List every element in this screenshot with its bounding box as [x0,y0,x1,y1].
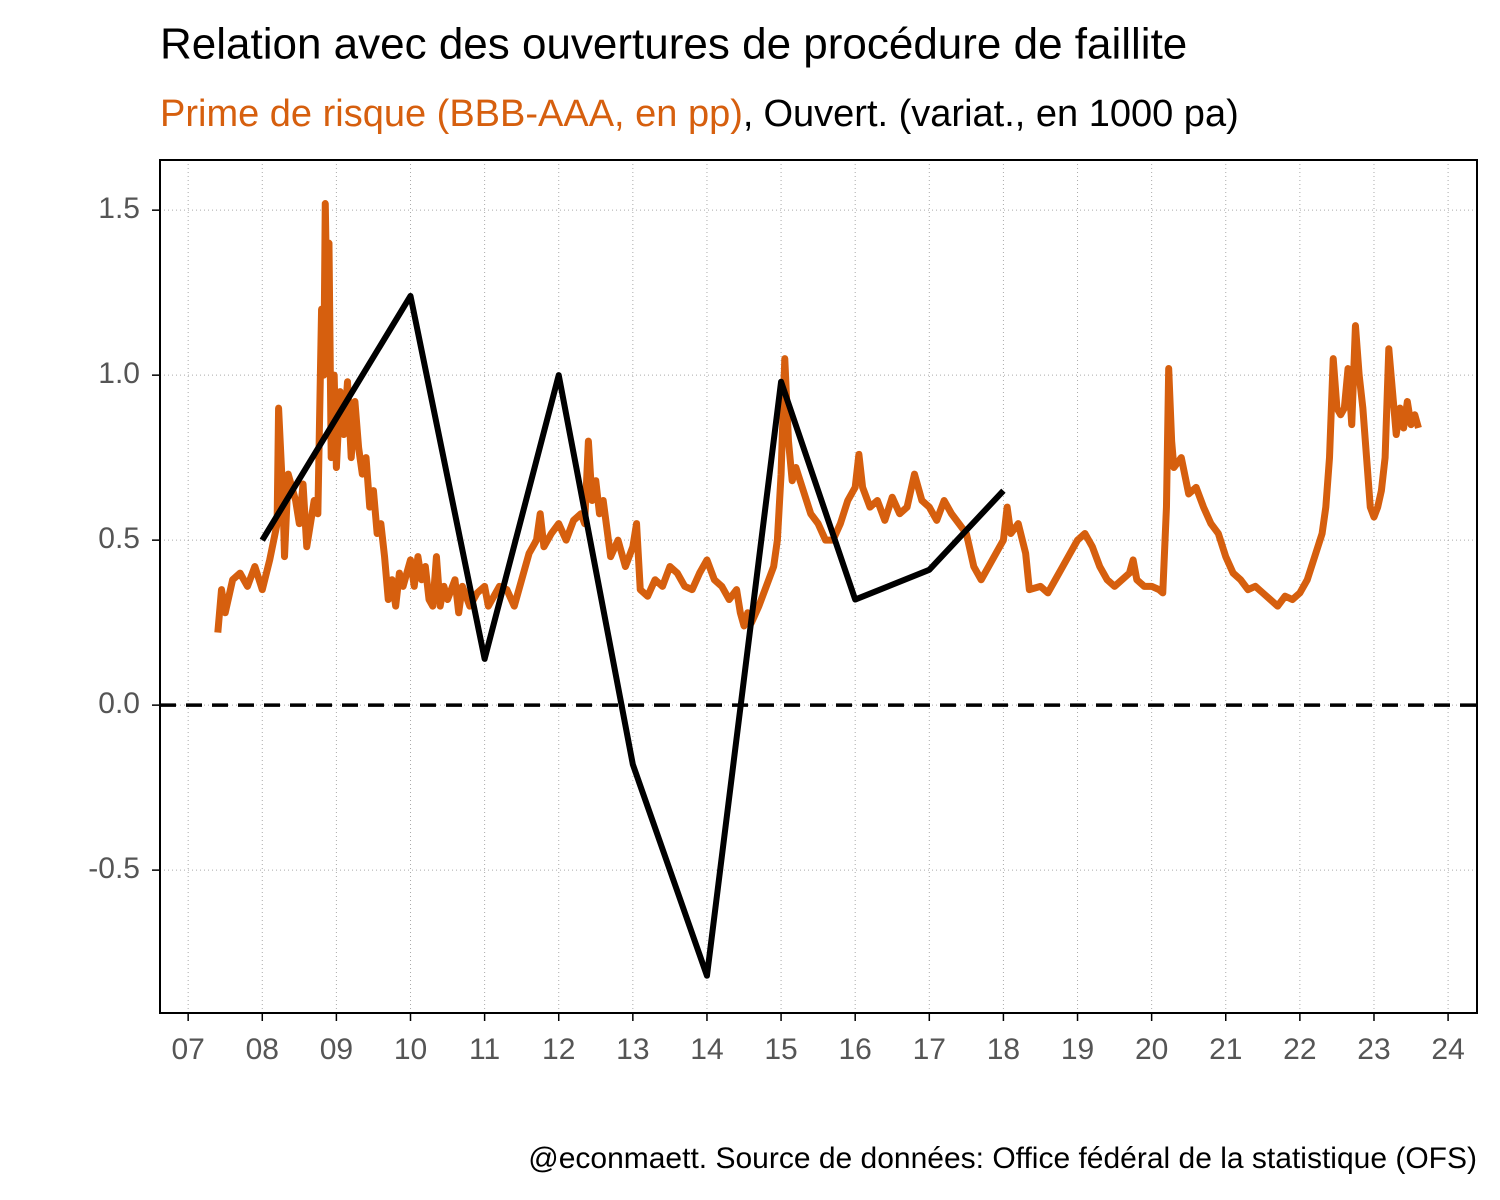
x-tick-label: 18 [987,1033,1020,1066]
x-tick-label: 13 [616,1033,649,1066]
x-tick-label: 10 [394,1033,427,1066]
x-tick-label: 14 [690,1033,723,1066]
x-tick-label: 23 [1357,1033,1390,1066]
chart-title: Relation avec des ouvertures de procédur… [160,20,1187,69]
x-tick-label: 11 [469,1033,500,1066]
source: @econmaett. Source de données: Office fé… [528,1142,1477,1175]
y-tick-label: -0.5 [88,852,140,885]
x-tick-label: 21 [1209,1033,1242,1066]
y-tick-label: 1.5 [98,192,140,225]
x-tick-label: 09 [320,1033,353,1066]
y-tick-label: 1.0 [98,357,140,390]
x-tick-label: 12 [542,1033,575,1066]
x-tick-label: 15 [764,1033,797,1066]
legend-separator: , [743,93,754,135]
x-tick-label: 07 [171,1033,204,1066]
legend-entry: Ouvert. (variat., en 1000 pa) [763,93,1238,135]
data-line [259,292,1006,979]
y-tick-label: 0.0 [98,687,140,720]
plot-area: -0.5 0.0 0.5 1.0 1.5 07 08 09 10 11 12 13 14 15 16 17 18… [88,159,1478,1066]
x-tick-label: 17 [913,1033,946,1066]
data-line [214,200,1422,633]
x-tick-label: 16 [838,1033,871,1066]
legend: Prime de risque (BBB-AAA, en pp), Ouvert.… [160,93,1239,135]
x-tick-label: 08 [246,1033,279,1066]
plot-border [159,159,1478,1014]
y-tick-label: 0.5 [98,522,140,555]
x-tick-label: 20 [1135,1033,1168,1066]
legend-entry: Prime de risque (BBB-AAA, en pp) [160,93,743,135]
x-tick-label: 24 [1431,1033,1464,1066]
x-tick-label: 19 [1061,1033,1094,1066]
x-tick-label: 22 [1283,1033,1316,1066]
